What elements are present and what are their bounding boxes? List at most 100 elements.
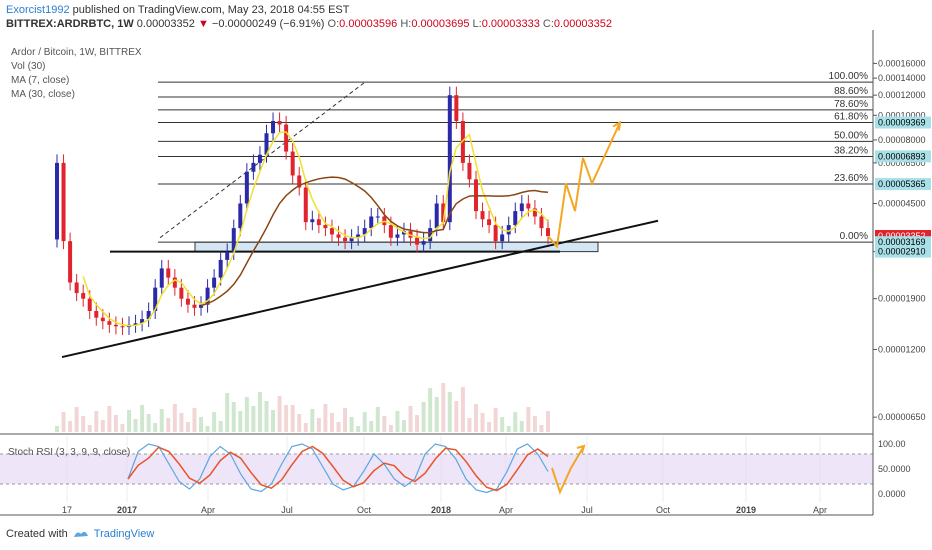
candle-body (68, 241, 73, 283)
stoch-k-line (127, 445, 549, 492)
candle-body (362, 228, 367, 235)
dashed-trendline (159, 81, 366, 239)
volume-bar (473, 404, 478, 432)
price-tick-label: 0.00004500 (878, 198, 926, 208)
candle-body (172, 277, 177, 288)
candle-body (329, 228, 334, 235)
candle-body (146, 310, 151, 320)
legend-vol[interactable]: Vol (30) (11, 61, 46, 72)
candle-body (107, 321, 112, 325)
volume-bar (74, 407, 79, 432)
volume-bar (526, 407, 531, 432)
time-tick-label: Apr (499, 505, 513, 515)
volume-bar (290, 405, 295, 432)
candle-body (336, 234, 341, 238)
legend-title[interactable]: Ardor / Bitcoin, 1W, BITTREX (11, 47, 142, 58)
candle-body (284, 124, 289, 152)
candle-body (212, 277, 217, 288)
author-link[interactable]: Exorcist1992 (6, 4, 70, 16)
candle-body (140, 319, 145, 324)
candle-body (401, 231, 406, 235)
stoch-rsi-label: Stoch RSI (3, 3, 9, 9, close) (8, 447, 130, 458)
volume-bar (120, 424, 125, 432)
candle-body (100, 317, 105, 322)
volume-bar (277, 396, 282, 432)
time-tick-label: 17 (62, 505, 72, 515)
tradingview-brand[interactable]: TradingView (93, 528, 155, 540)
forecast-path (547, 122, 621, 249)
fib-label: 50.00% (834, 130, 868, 141)
volume-bar (218, 421, 223, 432)
volume-bar (343, 408, 348, 432)
volume-bar (100, 420, 105, 432)
time-tick-label: Apr (813, 505, 827, 515)
ohlc-open-value: 0.00003596 (339, 18, 398, 30)
ohlc-close-value: 0.00003352 (553, 18, 613, 30)
candle-body (225, 252, 230, 260)
price-tag-box (875, 178, 931, 191)
volume-bar (297, 414, 302, 432)
candle-body (316, 219, 321, 226)
candle-body (87, 298, 92, 311)
candle-body (526, 203, 531, 209)
volume-bar (225, 393, 230, 432)
volume-bar (81, 416, 86, 432)
candle-body (460, 120, 465, 163)
volume-bar (316, 418, 321, 432)
volume-bar (369, 421, 374, 432)
candle-body (81, 293, 86, 299)
symbol-line: BITTREX:ARDRBTC, 1W (6, 18, 134, 30)
candle-body (199, 304, 204, 308)
last-price: 0.00003352 (136, 18, 195, 30)
legend-ma7[interactable]: MA (7, close) (11, 75, 70, 86)
volume-bar (303, 423, 308, 432)
price-tag-value: 0.00006893 (878, 151, 926, 161)
time-tick-label: 2018 (431, 505, 451, 515)
time-tick-label: 2019 (736, 505, 756, 515)
ohlc-low-key: L: (472, 18, 482, 30)
price-tag-value: 0.00003352 (878, 231, 926, 241)
ma7-line (82, 131, 549, 327)
volume-bar (244, 397, 249, 432)
candle-body (166, 268, 171, 278)
volume-bar (61, 412, 66, 432)
volume-bar (519, 421, 524, 432)
candle-body (61, 162, 66, 242)
volume-bar (323, 404, 328, 432)
volume-bar (480, 413, 485, 432)
fib-label: 78.60% (834, 99, 868, 110)
candle-body (271, 120, 276, 134)
price-tick-label: 0.00006500 (878, 158, 926, 168)
candle-body (513, 211, 518, 226)
candle-body (546, 228, 550, 237)
footer: Created with TradingView (6, 528, 154, 540)
volume-bar (467, 418, 472, 432)
volume-bar (264, 401, 269, 432)
candle-body (94, 310, 99, 318)
volume-bar (395, 411, 400, 432)
candle-body (343, 237, 348, 242)
candle-body (487, 219, 492, 226)
volume-bar (199, 417, 204, 432)
volume-bar (349, 417, 354, 432)
candle-body (238, 203, 243, 229)
volume-bar (546, 411, 550, 432)
volume-bar (428, 388, 433, 432)
candle-body (323, 225, 328, 229)
volume-bar (336, 422, 341, 432)
volume-bar (133, 419, 138, 432)
candle-body (369, 216, 374, 229)
volume-bar (388, 425, 393, 432)
ohlc-high-value: 0.00003695 (411, 18, 470, 30)
volume-bar (460, 387, 465, 432)
candle-body (500, 234, 505, 242)
volume-bar (68, 421, 73, 432)
legend-ma30[interactable]: MA (30, close) (11, 89, 75, 100)
candle-body (447, 95, 452, 223)
volume-bar (238, 411, 243, 432)
volume-bar (140, 405, 145, 432)
time-tick-label: Jul (281, 505, 293, 515)
time-tick-label: Apr (201, 505, 215, 515)
volume-bar (500, 417, 505, 432)
